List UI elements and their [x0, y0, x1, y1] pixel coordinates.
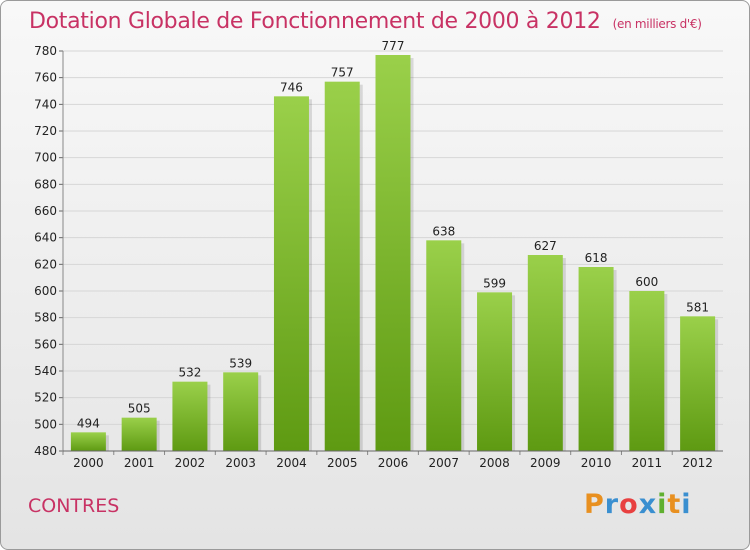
y-axis: 480 500 520 540 560 580 600 620 640 660 680 700 720 7… [34, 44, 64, 458]
commune-name: CONTRES [28, 495, 120, 517]
logo-letter: i [657, 489, 668, 520]
value-label: 757 [331, 66, 354, 80]
bar-2006 [375, 55, 411, 451]
logo-letter: r [604, 489, 620, 520]
x-tick-label: 2012 [682, 456, 713, 470]
x-tick-label: 2007 [428, 456, 459, 470]
bar-2000 [70, 432, 106, 451]
bar-2003 [223, 372, 259, 451]
bar-2007 [426, 240, 462, 451]
bar-2008 [477, 292, 513, 451]
value-label: 581 [686, 300, 709, 314]
x-tick-label: 2002 [175, 456, 206, 470]
x-tick-label: 2004 [276, 456, 307, 470]
y-tick-label: 720 [34, 124, 57, 138]
bar-2001 [121, 417, 157, 451]
y-tick-label: 480 [34, 444, 57, 458]
bar-2004 [273, 96, 309, 451]
y-tick-label: 540 [34, 364, 57, 378]
bar-2005 [324, 81, 360, 452]
value-label: 599 [483, 276, 506, 290]
value-label: 627 [534, 239, 557, 253]
y-tick-label: 740 [34, 97, 57, 111]
x-axis: 2000 2001 2002 2003 2004 2005 2006 2007 2008 2009… [62, 450, 723, 470]
y-tick-label: 500 [34, 417, 57, 431]
y-tick-label: 520 [34, 391, 57, 405]
chart-title: Dotation Globale de Fonctionnement de 20… [29, 9, 702, 34]
value-label: 600 [635, 275, 658, 289]
value-label: 532 [178, 366, 201, 380]
value-label: 777 [382, 39, 405, 53]
value-label: 505 [128, 402, 151, 416]
proxiti-logo: Proxiti [584, 489, 692, 520]
unit-label: (en milliers d'€) [612, 17, 702, 31]
y-tick-label: 780 [34, 44, 57, 58]
logo-letter: i [681, 489, 692, 520]
x-tick-label: 2005 [327, 456, 358, 470]
logo-letter: t [667, 489, 682, 520]
y-tick-label: 700 [34, 151, 57, 165]
x-tick-label: 2008 [479, 456, 510, 470]
value-label: 746 [280, 80, 303, 94]
value-label: 638 [432, 224, 455, 238]
y-tick-label: 580 [34, 311, 57, 325]
y-tick-label: 680 [34, 177, 57, 191]
bars: 494 505 532 539 746 757 777 638 599 627 618 600 581 [70, 39, 719, 452]
logo-letter: x [638, 489, 658, 520]
bar-2011 [629, 291, 665, 451]
y-tick-label: 600 [34, 284, 57, 298]
x-tick-label: 2001 [124, 456, 155, 470]
bar-2010 [578, 267, 614, 451]
x-tick-label: 2009 [530, 456, 561, 470]
bar-2009 [527, 255, 563, 451]
x-tick-label: 2010 [581, 456, 612, 470]
y-tick-label: 760 [34, 71, 57, 85]
x-tick-label: 2006 [378, 456, 409, 470]
x-tick-label: 2011 [632, 456, 663, 470]
bar-2012 [680, 316, 716, 451]
y-tick-label: 660 [34, 204, 57, 218]
bar-2002 [172, 381, 208, 451]
y-tick-label: 620 [34, 257, 57, 271]
x-tick-label: 2000 [73, 456, 104, 470]
value-label: 618 [585, 251, 608, 265]
title-text: Dotation Globale de Fonctionnement de 20… [29, 9, 601, 34]
y-tick-label: 640 [34, 231, 57, 245]
x-tick-label: 2003 [225, 456, 256, 470]
logo-letter: o [619, 489, 639, 520]
logo-letter: P [584, 489, 605, 520]
value-label: 539 [229, 356, 252, 370]
y-tick-label: 560 [34, 337, 57, 351]
value-label: 494 [77, 416, 100, 430]
